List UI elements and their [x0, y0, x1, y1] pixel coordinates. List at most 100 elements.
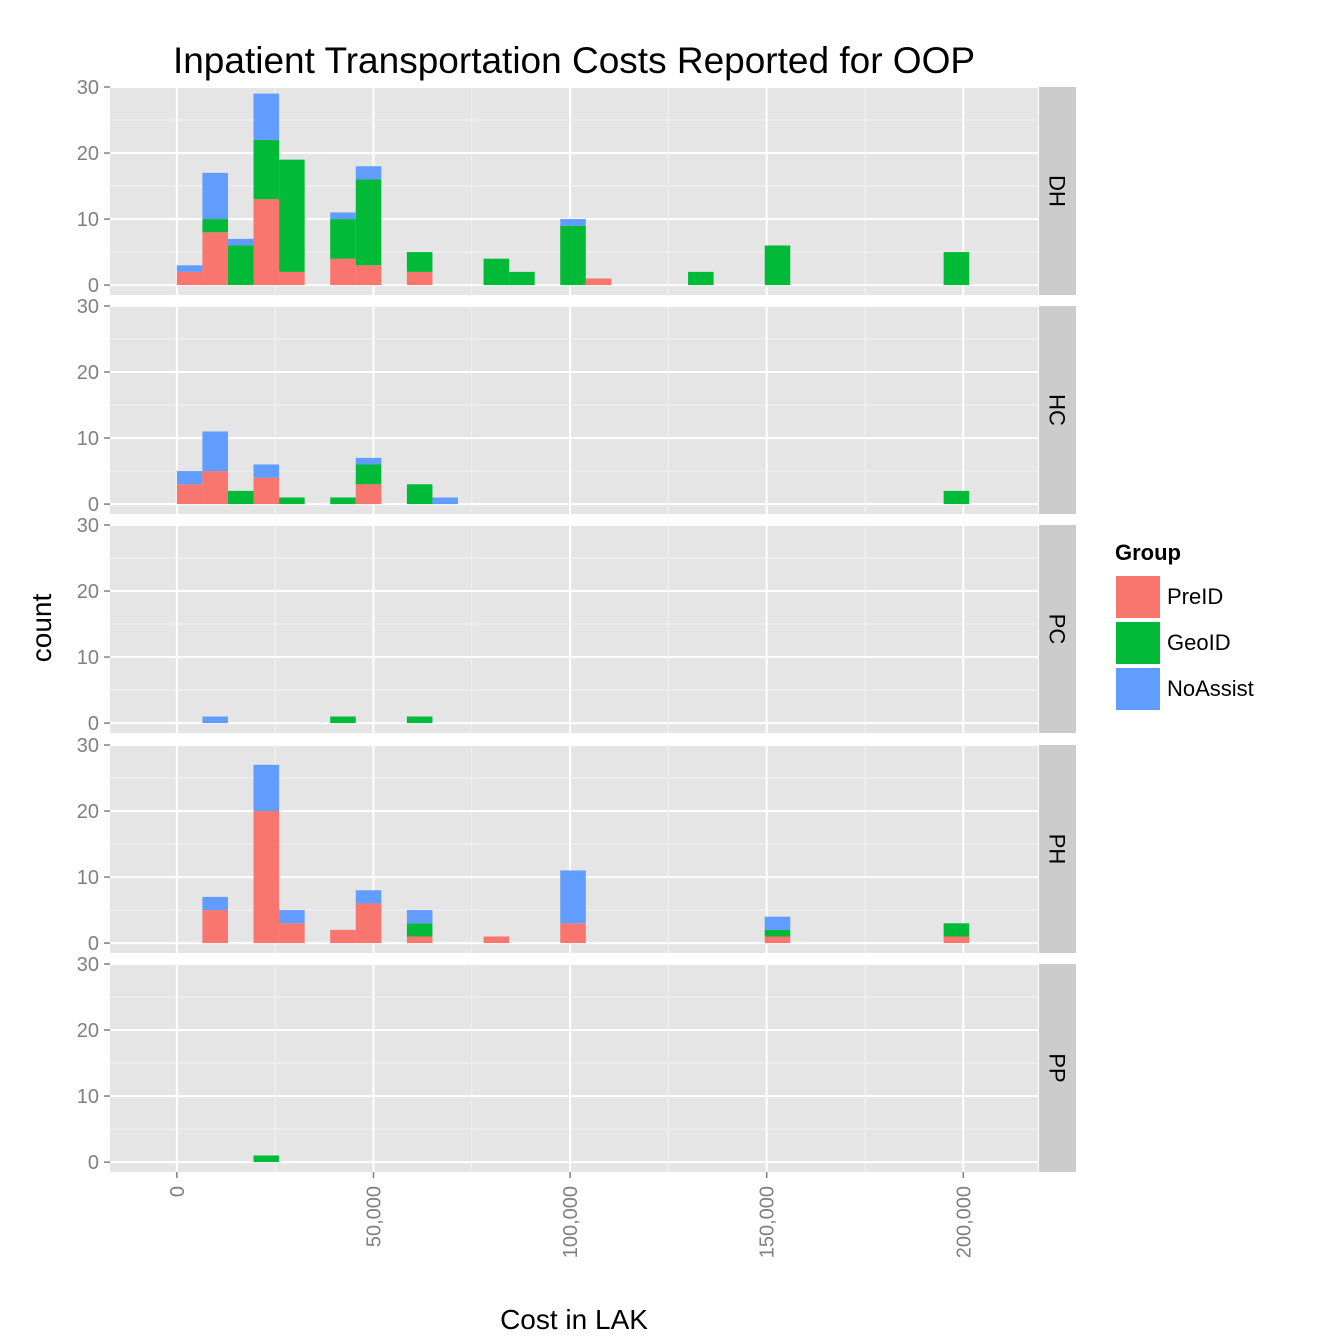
- panel-background: [110, 964, 1038, 1172]
- bar-noassist: [202, 172, 228, 220]
- bar-preid: [202, 232, 228, 286]
- bar-preid: [483, 936, 510, 944]
- facet-strip-label: HC: [1045, 394, 1070, 426]
- y-tick-label: 20: [77, 362, 99, 384]
- bar-noassist: [355, 890, 382, 904]
- panel-background: [110, 306, 1038, 514]
- facet-strip-label: DH: [1045, 175, 1070, 207]
- bar-geoid: [764, 245, 791, 286]
- y-tick-label: 0: [88, 494, 99, 516]
- bar-preid: [330, 929, 356, 944]
- facet-strip-label: PC: [1045, 614, 1070, 645]
- y-tick-label: 30: [77, 735, 99, 757]
- y-tick-label: 10: [77, 209, 99, 231]
- facet-pc: 0 10 20 30 PC: [77, 515, 1076, 735]
- bar-preid: [355, 903, 382, 944]
- bar-geoid: [330, 716, 356, 724]
- legend-title: Group: [1115, 540, 1181, 565]
- bar-geoid: [560, 225, 586, 286]
- bar-geoid: [483, 258, 510, 286]
- bar-preid: [330, 258, 356, 286]
- bar-geoid: [943, 923, 970, 937]
- bar-preid: [406, 936, 433, 944]
- bar-geoid: [509, 271, 535, 286]
- bar-geoid: [253, 1155, 280, 1163]
- bar-preid: [764, 936, 791, 944]
- y-tick-label: 30: [77, 77, 99, 99]
- facet-ph: 0 10 20 30 PH: [77, 735, 1076, 955]
- legend-item-noassist: NoAssist: [1115, 666, 1254, 712]
- bar-preid: [253, 811, 280, 944]
- facet-pp: 0 10 20 30 PP: [77, 954, 1076, 1174]
- bar-geoid: [943, 490, 970, 505]
- bar-noassist: [560, 219, 586, 226]
- legend-label-preid: PreID: [1167, 584, 1224, 609]
- bar-geoid: [227, 245, 254, 286]
- bar-geoid: [330, 497, 356, 505]
- bar-geoid: [355, 179, 382, 266]
- bar-preid: [943, 936, 970, 944]
- facet-strip: [1039, 525, 1076, 733]
- bar-geoid: [279, 497, 305, 505]
- x-axis-title: Cost in LAK: [500, 1304, 648, 1335]
- bar-noassist: [279, 910, 305, 924]
- y-tick-label: 0: [88, 713, 99, 735]
- legend: Group PreID GeoID NoAssist: [1115, 540, 1254, 712]
- bar-noassist: [432, 497, 458, 505]
- bar-geoid: [406, 484, 433, 505]
- facet-strip: [1039, 87, 1076, 295]
- bar-noassist: [202, 716, 228, 724]
- facet-dh: 0 10 20 30 DH: [77, 77, 1076, 297]
- x-tick-label: 50,000: [363, 1186, 385, 1247]
- bar-geoid: [688, 271, 714, 286]
- panel-background: [110, 525, 1038, 733]
- bar-preid: [202, 910, 228, 944]
- y-tick-label: 30: [77, 954, 99, 976]
- bar-noassist: [560, 870, 586, 924]
- bar-noassist: [253, 93, 280, 140]
- bar-geoid: [355, 464, 382, 485]
- bar-noassist: [176, 265, 203, 272]
- facet-strip-label: PH: [1045, 834, 1070, 865]
- bar-noassist: [227, 238, 254, 246]
- bar-geoid: [764, 929, 791, 937]
- bar-noassist: [355, 457, 382, 465]
- y-tick-label: 0: [88, 1152, 99, 1174]
- y-tick-label: 20: [77, 581, 99, 603]
- y-tick-label: 30: [77, 296, 99, 318]
- legend-key-preid: [1115, 575, 1161, 619]
- y-tick-label: 10: [77, 428, 99, 450]
- facet-strip: [1039, 745, 1076, 953]
- y-tick-label: 0: [88, 275, 99, 297]
- y-tick-label: 10: [77, 647, 99, 669]
- y-tick-label: 10: [77, 867, 99, 889]
- bar-geoid: [253, 139, 280, 200]
- bar-noassist: [406, 910, 433, 924]
- x-tick-label: 100,000: [560, 1186, 582, 1258]
- bar-geoid: [406, 716, 433, 724]
- bar-geoid: [943, 252, 970, 286]
- bar-geoid: [202, 219, 228, 233]
- bar-preid: [279, 271, 305, 286]
- y-tick-label: 10: [77, 1086, 99, 1108]
- facet-hc: 0 10 20 30 HC: [77, 296, 1076, 516]
- bar-preid: [202, 471, 228, 505]
- bar-geoid: [279, 159, 305, 272]
- bar-preid: [253, 477, 280, 505]
- y-tick-label: 30: [77, 515, 99, 537]
- legend-label-geoid: GeoID: [1167, 630, 1231, 655]
- bar-preid: [279, 923, 305, 944]
- bar-noassist: [253, 464, 280, 478]
- legend-item-geoid: GeoID: [1115, 620, 1254, 666]
- bar-noassist: [355, 166, 382, 180]
- legend-label-noassist: NoAssist: [1167, 676, 1254, 701]
- bar-preid: [585, 278, 612, 286]
- bar-preid: [176, 271, 203, 286]
- legend-key-geoid: [1115, 621, 1161, 665]
- chart-title: Inpatient Transportation Costs Reported …: [172, 40, 976, 81]
- bar-noassist: [202, 431, 228, 472]
- bar-preid: [406, 271, 433, 286]
- y-tick-label: 0: [88, 933, 99, 955]
- y-tick-label: 20: [77, 143, 99, 165]
